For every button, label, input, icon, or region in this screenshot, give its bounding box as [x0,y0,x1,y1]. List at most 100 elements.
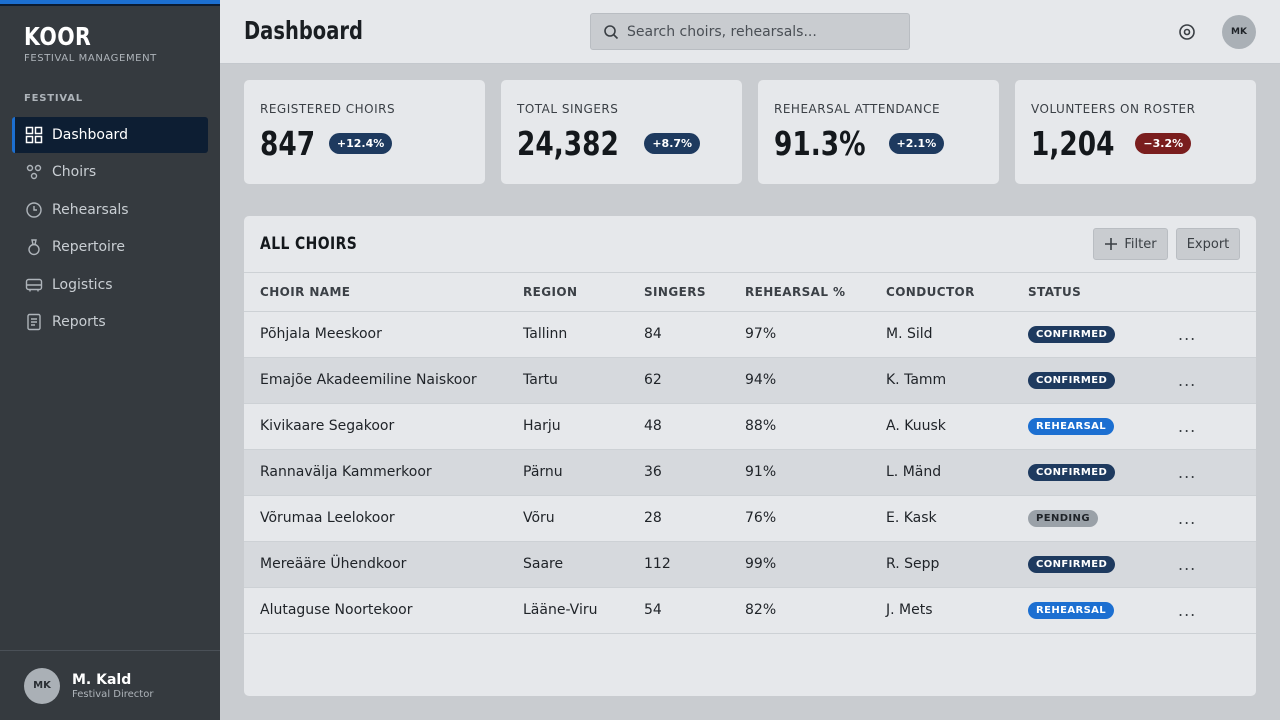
column-header-region[interactable]: REGION [507,273,628,312]
search-box[interactable] [590,13,910,50]
column-header-rehearsal[interactable]: REHEARSAL % [729,273,870,312]
sidebar-item-logistics[interactable]: Logistics [12,267,208,303]
eye-icon[interactable] [1177,22,1197,42]
card-header: ALL CHOIRS Filter Export [244,216,1256,273]
sidebar-item-repertoire[interactable]: Repertoire [12,229,208,265]
cell-actions: ... [1162,541,1256,588]
sidebar-item-rehearsals[interactable]: Rehearsals [12,192,208,228]
cell-conductor: R. Sepp [870,541,1012,588]
cell-status: CONFIRMED [1012,357,1162,404]
table-row[interactable]: Kivikaare Segakoor Harju 48 88% A. Kuusk… [244,403,1256,450]
kpi-delta-badge: −3.2% [1135,133,1192,154]
sidebar-user[interactable]: MK M. Kald Festival Director [0,650,220,720]
column-header-singers[interactable]: SINGERS [628,273,729,312]
user-meta: M. Kald Festival Director [72,672,153,700]
table-row[interactable]: Põhjala Meeskoor Tallinn 84 97% M. Sild … [244,311,1256,358]
brand-subtitle: FESTIVAL MANAGEMENT [24,53,157,64]
search-icon [603,24,619,40]
choirs-table: CHOIR NAME REGION SINGERS REHEARSAL % CO… [244,273,1256,634]
kpi-total-singers: TOTAL SINGERS 24,382 +8.7% [501,80,742,184]
cell-singers: 48 [628,403,729,450]
sidebar-nav: Dashboard Choirs Rehearsals Repertoire L… [12,117,208,341]
brand[interactable]: KOOR FESTIVAL MANAGEMENT [24,22,157,64]
column-header-status[interactable]: STATUS [1012,273,1162,312]
sidebar-item-label: Logistics [52,276,113,293]
column-header-conductor[interactable]: CONDUCTOR [870,273,1012,312]
sidebar-item-choirs[interactable]: Choirs [12,154,208,190]
more-icon[interactable]: ... [1178,554,1197,574]
cell-conductor: K. Tamm [870,357,1012,404]
sidebar-item-label: Reports [52,313,106,330]
more-icon[interactable]: ... [1178,370,1197,390]
cell-actions: ... [1162,311,1256,358]
sidebar: KOOR FESTIVAL MANAGEMENT FESTIVAL Dashbo… [0,0,220,720]
status-badge: PENDING [1028,510,1098,527]
cell-choir-name: Alutaguse Noortekoor [244,587,507,634]
cell-region: Lääne-Viru [507,587,628,634]
cell-status: CONFIRMED [1012,449,1162,496]
table-header-row: CHOIR NAME REGION SINGERS REHEARSAL % CO… [244,273,1256,312]
more-icon[interactable]: ... [1178,508,1197,528]
clock-icon [25,201,43,219]
column-header-choir-name[interactable]: CHOIR NAME [244,273,507,312]
table-row[interactable]: Emajõe Akadeemiline Naiskoor Tartu 62 94… [244,357,1256,404]
table-row[interactable]: Mereääre Ühendkoor Saare 112 99% R. Sepp… [244,541,1256,588]
more-icon[interactable]: ... [1178,324,1197,344]
status-badge: REHEARSAL [1028,602,1115,619]
filter-button[interactable]: Filter [1093,228,1168,260]
status-badge: CONFIRMED [1028,556,1116,573]
user-role: Festival Director [72,688,154,700]
kpi-delta-badge: +12.4% [328,133,393,154]
kpi-label: REHEARSAL ATTENDANCE [774,102,941,116]
cell-status: CONFIRMED [1012,541,1162,588]
cell-region: Saare [507,541,628,588]
people-icon [25,163,43,181]
kpi-value: 847 [260,124,316,163]
cell-rehearsal: 97% [729,311,870,358]
cell-conductor: L. Mänd [870,449,1012,496]
sidebar-item-dashboard[interactable]: Dashboard [12,117,208,153]
cell-singers: 36 [628,449,729,496]
status-badge: CONFIRMED [1028,326,1116,343]
sidebar-item-label: Rehearsals [52,201,129,218]
filter-label: Filter [1124,236,1157,252]
cell-conductor: A. Kuusk [870,403,1012,450]
kpi-registered-choirs: REGISTERED CHOIRS 847 +12.4% [244,80,485,184]
document-icon [25,313,43,331]
column-header-actions [1162,273,1256,312]
cell-status: CONFIRMED [1012,311,1162,358]
cell-choir-name: Rannavälja Kammerkoor [244,449,507,496]
more-icon[interactable]: ... [1178,462,1197,482]
cell-choir-name: Emajõe Akadeemiline Naiskoor [244,357,507,404]
export-button[interactable]: Export [1176,228,1240,260]
sidebar-item-reports[interactable]: Reports [12,304,208,340]
cell-region: Võru [507,495,628,542]
header-avatar[interactable]: MK [1222,15,1256,49]
kpi-label: VOLUNTEERS ON ROSTER [1031,102,1196,116]
cell-region: Tallinn [507,311,628,358]
cell-status: REHEARSAL [1012,587,1162,634]
kpi-label: TOTAL SINGERS [517,102,619,116]
cell-rehearsal: 91% [729,449,870,496]
cell-singers: 28 [628,495,729,542]
search-input[interactable] [627,23,887,40]
table-row[interactable]: Võrumaa Leelokoor Võru 28 76% E. Kask PE… [244,495,1256,542]
kpi-delta-badge: +2.1% [888,133,945,154]
page-title: Dashboard [244,16,363,45]
more-icon[interactable]: ... [1178,416,1197,436]
sidebar-item-label: Choirs [52,164,97,181]
more-icon[interactable]: ... [1178,600,1197,620]
sidebar-item-label: Dashboard [52,127,128,143]
table-row[interactable]: Alutaguse Noortekoor Lääne-Viru 54 82% J… [244,587,1256,634]
cell-actions: ... [1162,357,1256,404]
cell-choir-name: Võrumaa Leelokoor [244,495,507,542]
cell-status: REHEARSAL [1012,403,1162,450]
brand-stripe [0,0,220,6]
table-row[interactable]: Rannavälja Kammerkoor Pärnu 36 91% L. Mä… [244,449,1256,496]
medal-icon [25,238,43,256]
cell-singers: 84 [628,311,729,358]
kpi-rehearsal-attendance: REHEARSAL ATTENDANCE 91.3% +2.1% [758,80,999,184]
cell-conductor: E. Kask [870,495,1012,542]
bus-icon [25,276,43,294]
kpi-value: 1,204 [1031,124,1115,163]
